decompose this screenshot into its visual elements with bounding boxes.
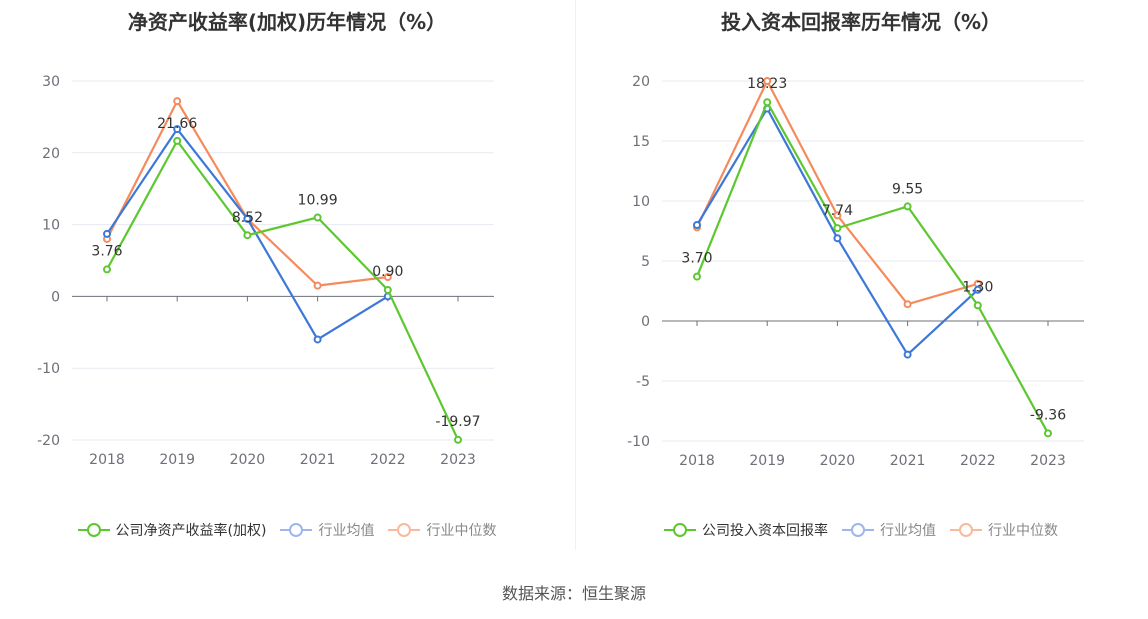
x-tick-label: 2021 [300, 452, 336, 468]
data-point [693, 272, 701, 281]
data-label: 21.66 [157, 116, 197, 132]
legend-marker-icon [950, 523, 982, 537]
chart-legend: 公司净资产收益率(加权) 行业均值 行业中位数 [0, 518, 574, 542]
legend-label: 行业均值 [880, 523, 936, 539]
x-tick-label: 2023 [1030, 453, 1066, 469]
chart-title: 投入资本回报率历年情况（%） [720, 10, 1002, 34]
y-tick-label: 0 [641, 314, 650, 330]
data-label: 7.74 [822, 203, 853, 219]
data-point [973, 301, 982, 310]
data-label: 0.90 [372, 264, 403, 280]
y-tick-label: -10 [37, 361, 60, 377]
legend-marker-icon [77, 523, 110, 537]
data-label: 10.99 [298, 192, 338, 208]
roic-line-chart: 20 15 10 5 0 -5 -10 2018 2019 2020 2021 2022 2023 3.7… [627, 74, 1084, 469]
roe-line-chart: 30 20 10 0 -10 -20 2018 2019 2020 2021 2022 2023 3.7… [37, 74, 494, 468]
data-point [903, 300, 912, 309]
data-point [903, 202, 912, 211]
x-tick-label: 2022 [960, 453, 996, 469]
data-point [103, 229, 111, 238]
legend-item[interactable]: 公司投入资本回报率 [664, 520, 828, 540]
data-label: 8.52 [232, 210, 263, 226]
data-point [763, 77, 772, 85]
data-point [383, 285, 392, 294]
data-label: 3.76 [91, 243, 122, 259]
legend-marker-icon [280, 523, 313, 537]
data-label: 1.30 [962, 279, 993, 295]
y-tick-label: 10 [632, 194, 650, 210]
chart-panel-roe: 净资产收益率(加权)历年情况（%） 30 20 10 0 -10 -20 2018 2019 2… [0, 0, 574, 560]
data-label: 9.55 [892, 181, 923, 197]
series-line [695, 101, 1049, 434]
y-tick-label: -5 [636, 374, 650, 390]
x-tick-label: 2020 [230, 452, 266, 468]
series-line [106, 139, 459, 441]
data-point [763, 98, 772, 107]
data-point [903, 350, 912, 359]
data-point [243, 214, 252, 223]
data-point [383, 273, 392, 282]
y-tick-label: 20 [42, 146, 60, 162]
x-tick-label: 2018 [89, 452, 125, 468]
y-tick-label: 0 [51, 289, 60, 305]
y-tick-label: -10 [627, 434, 650, 450]
x-tick-label: 2018 [679, 453, 715, 469]
legend-label: 行业中位数 [426, 523, 497, 539]
data-label: 3.70 [681, 251, 712, 267]
data-point [173, 125, 182, 134]
y-tick-label: 30 [42, 74, 60, 90]
legend-item[interactable]: 行业均值 [280, 520, 374, 540]
legend-label: 公司投入资本回报率 [702, 523, 828, 539]
legend-marker-icon [664, 523, 696, 537]
data-point [313, 213, 322, 222]
legend-marker-icon [842, 523, 874, 537]
chart-panel-roic: 投入资本回报率历年情况（%） 20 15 10 5 0 -5 -10 2018 2019 2020… [574, 0, 1148, 560]
series-line [696, 79, 979, 306]
data-point [313, 281, 322, 290]
legend-item[interactable]: 行业中位数 [950, 520, 1058, 540]
y-tick-label: 5 [641, 254, 650, 270]
x-tick-label: 2019 [159, 452, 195, 468]
x-tick-label: 2023 [440, 452, 476, 468]
panel-divider [575, 0, 576, 550]
data-point [833, 211, 842, 220]
data-point [1044, 429, 1052, 438]
legend-item[interactable]: 行业均值 [842, 520, 936, 540]
legend-marker-icon [388, 523, 421, 537]
x-tick-label: 2022 [370, 452, 406, 468]
data-point [693, 221, 701, 229]
legend-label: 行业中位数 [988, 523, 1058, 539]
y-tick-label: 10 [42, 218, 60, 234]
data-label: 18.23 [747, 76, 787, 92]
legend-item[interactable]: 行业中位数 [388, 520, 496, 540]
x-tick-label: 2019 [749, 453, 785, 469]
data-point [973, 285, 982, 294]
data-label: -9.36 [1030, 407, 1066, 423]
x-tick-label: 2021 [890, 453, 926, 469]
y-tick-label: 20 [632, 74, 650, 90]
legend-label: 行业均值 [318, 523, 375, 539]
chart-title: 净资产收益率(加权)历年情况（%） [127, 10, 447, 34]
data-label: -19.97 [435, 414, 480, 430]
data-point [833, 234, 842, 243]
data-point [103, 265, 111, 274]
y-tick-label: 15 [632, 134, 650, 150]
data-point [454, 435, 462, 444]
x-tick-label: 2020 [820, 453, 856, 469]
chart-legend: 公司投入资本回报率 行业均值 行业中位数 [574, 518, 1148, 542]
legend-item[interactable]: 公司净资产收益率(加权) [77, 520, 267, 540]
data-point [243, 231, 252, 240]
data-point [313, 335, 322, 344]
y-tick-label: -20 [37, 433, 60, 449]
data-source: 数据来源：恒生聚源 [501, 584, 646, 603]
data-point [173, 136, 182, 145]
legend-label: 公司净资产收益率(加权) [115, 523, 267, 539]
data-point [833, 224, 842, 233]
data-point [173, 97, 182, 106]
